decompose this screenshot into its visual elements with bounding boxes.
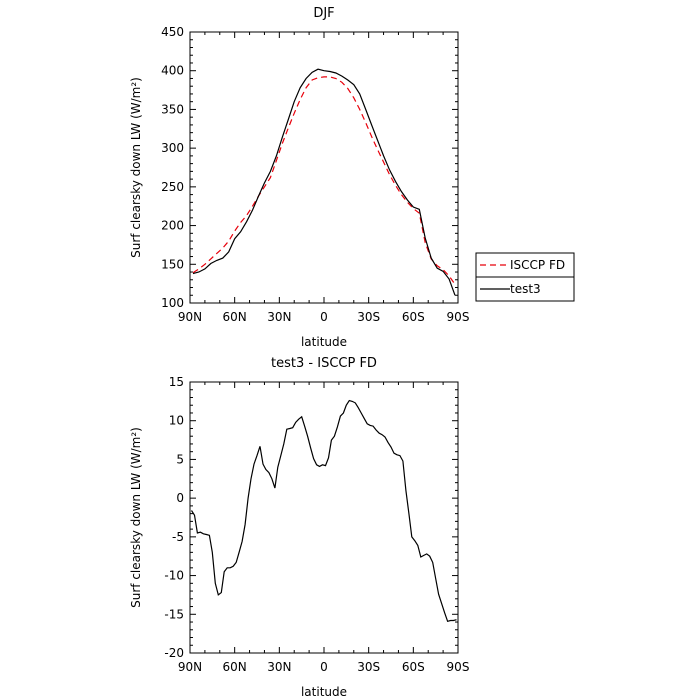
y-axis-label: Surf clearsky down LW (W/m²) <box>129 427 143 608</box>
x-tick-label: 0 <box>320 660 328 674</box>
x-tick-label: 90N <box>178 310 202 324</box>
y-tick-label: -10 <box>164 569 184 583</box>
plot-frame <box>189 31 459 304</box>
x-tick-label: 30N <box>267 660 291 674</box>
y-tick-label: -20 <box>164 646 184 660</box>
y-tick-label: -5 <box>172 530 184 544</box>
top-panel: 90N 60N 30N 0 30S 60S 90S 100 150 200 250 300 350 400… <box>129 6 469 349</box>
y-tick-label: 400 <box>161 64 184 78</box>
y-tick-label: 0 <box>176 491 184 505</box>
y-tick-label: 15 <box>169 375 184 389</box>
y-tick-label: 300 <box>161 141 184 155</box>
legend-entry: test3 <box>510 282 541 296</box>
x-tick-label: 60S <box>402 660 425 674</box>
x-axis-label: latitude <box>301 685 347 699</box>
y-tick-label: 10 <box>169 414 184 428</box>
x-tick-label: 60N <box>223 660 247 674</box>
y-tick-label: 350 <box>161 102 184 116</box>
bottom-panel: 90N 60N 30N 0 30S 60S 90S -20 -15 -10 -5 0 5 10 15 test… <box>129 356 469 699</box>
y-tick-label: 250 <box>161 180 184 194</box>
x-tick-label: 0 <box>320 310 328 324</box>
chart-title: test3 - ISCCP FD <box>271 356 377 371</box>
series-line-isccp-fd <box>192 76 456 285</box>
x-tick-label: 30S <box>357 660 380 674</box>
x-tick-label: 30S <box>357 310 380 324</box>
series-line-test3 <box>190 399 457 623</box>
x-tick-label: 90N <box>178 660 202 674</box>
legend-entry: ISCCP FD <box>510 258 565 272</box>
y-tick-label: 100 <box>161 296 184 310</box>
y-tick-label: 150 <box>161 257 184 271</box>
x-tick-label: 60S <box>402 310 425 324</box>
x-tick-label: 90S <box>447 660 470 674</box>
x-tick-label: 30N <box>267 310 291 324</box>
x-tick-label: 60N <box>223 310 247 324</box>
y-tick-label: 200 <box>161 219 184 233</box>
plot-frame <box>189 381 459 654</box>
y-axis-label: Surf clearsky down LW (W/m²) <box>129 77 143 258</box>
y-tick-label: -15 <box>164 607 184 621</box>
series-line-test3 <box>192 68 456 296</box>
chart-title: DJF <box>313 6 334 21</box>
legend: ISCCP FD test3 <box>475 252 575 302</box>
y-tick-label: 5 <box>176 452 184 466</box>
x-axis-label: latitude <box>301 335 347 349</box>
y-tick-label: 450 <box>161 25 184 39</box>
x-tick-label: 90S <box>447 310 470 324</box>
